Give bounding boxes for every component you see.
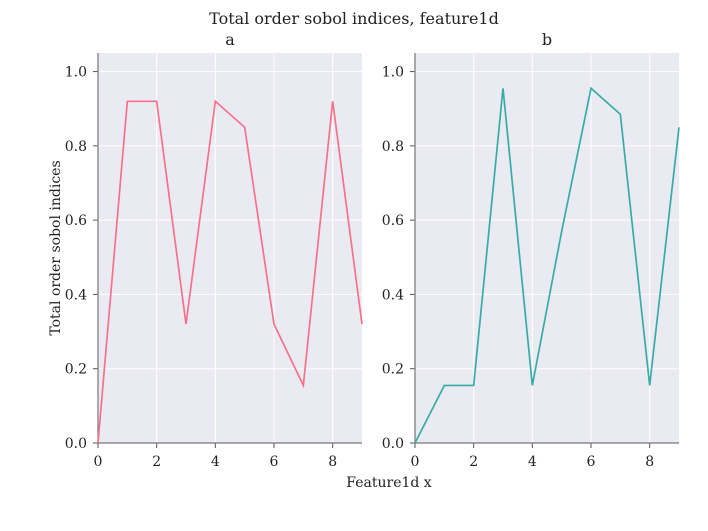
x-tick-label: 4: [528, 454, 537, 470]
figure-title: Total order sobol indices, feature1d: [209, 9, 499, 28]
subplot-title: a: [225, 30, 235, 49]
y-tick-label: 0.2: [65, 362, 87, 378]
y-tick-label: 0.4: [382, 287, 404, 303]
y-tick-label: 0.2: [382, 362, 404, 378]
x-tick-label: 0: [411, 454, 420, 470]
y-tick-label: 1.0: [382, 65, 404, 81]
x-tick-label: 8: [645, 454, 654, 470]
x-axis-label: Feature1d x: [346, 475, 432, 491]
plot-background: [98, 53, 362, 443]
y-tick-label: 0.6: [65, 213, 87, 229]
series-line-b: [414, 86, 680, 444]
y-tick-label: 0.8: [382, 139, 404, 155]
x-tick-label: 2: [469, 454, 478, 470]
y-tick-label: 0.8: [65, 139, 87, 155]
plot-background: [415, 53, 679, 443]
y-tick-label: 0.4: [65, 287, 87, 303]
x-tick-label: 4: [211, 454, 220, 470]
subplots: 0 2 4 6 8 0.0 0.2 0.4 0.6 0.8 1.0 a 0 2 4 6 8 0.0 0.2 0.4 0.…: [65, 30, 680, 470]
y-axis-label: Total order sobol indices: [48, 160, 64, 335]
subplot-title: b: [542, 30, 552, 49]
series-line-a: [97, 99, 363, 444]
x-tick-label: 0: [94, 454, 103, 470]
subplot-b: 0 2 4 6 8 0.0 0.2 0.4 0.6 0.8 1.0 b: [382, 30, 680, 470]
y-tick-label: 0.0: [382, 436, 404, 452]
subplot-a: 0 2 4 6 8 0.0 0.2 0.4 0.6 0.8 1.0 a: [65, 30, 363, 470]
y-tick-label: 1.0: [65, 65, 87, 81]
x-tick-label: 6: [587, 454, 596, 470]
x-tick-label: 2: [152, 454, 161, 470]
x-tick-label: 8: [328, 454, 337, 470]
y-tick-label: 0.6: [382, 213, 404, 229]
x-tick-label: 6: [270, 454, 279, 470]
y-tick-label: 0.0: [65, 436, 87, 452]
